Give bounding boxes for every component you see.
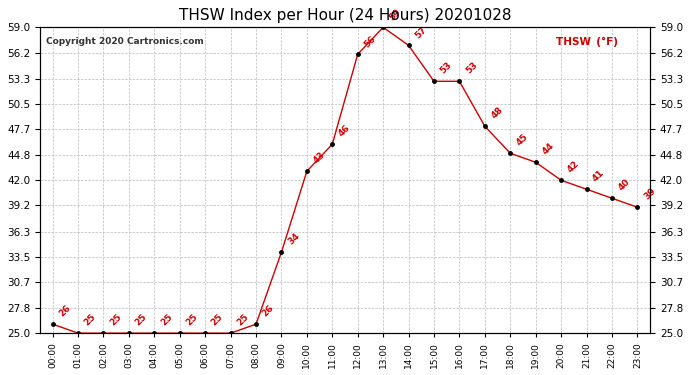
Text: 39: 39: [642, 186, 658, 202]
Text: 56: 56: [362, 34, 377, 49]
Title: THSW Index per Hour (24 Hours) 20201028: THSW Index per Hour (24 Hours) 20201028: [179, 8, 511, 23]
Text: 34: 34: [286, 231, 302, 247]
Text: THSW (°F): THSW (°F): [555, 36, 618, 46]
Text: 43: 43: [311, 150, 327, 166]
Text: 25: 25: [210, 312, 225, 328]
Text: 53: 53: [464, 61, 479, 76]
Text: 46: 46: [337, 124, 352, 139]
Text: 25: 25: [83, 312, 98, 328]
Text: 25: 25: [133, 312, 148, 328]
Text: 25: 25: [159, 312, 174, 328]
Text: 25: 25: [184, 312, 199, 328]
Text: 25: 25: [108, 312, 124, 328]
Text: 45: 45: [515, 133, 530, 148]
Text: Copyright 2020 Cartronics.com: Copyright 2020 Cartronics.com: [46, 36, 204, 45]
Text: 26: 26: [57, 303, 72, 319]
Text: 48: 48: [489, 106, 504, 121]
Text: 40: 40: [617, 178, 632, 193]
Text: 41: 41: [591, 168, 607, 184]
Text: 25: 25: [235, 312, 250, 328]
Text: 57: 57: [413, 25, 428, 40]
Text: 53: 53: [439, 61, 454, 76]
Text: 44: 44: [540, 141, 555, 157]
Text: 42: 42: [566, 159, 581, 175]
Text: 59: 59: [388, 7, 403, 22]
Text: 26: 26: [261, 303, 276, 319]
